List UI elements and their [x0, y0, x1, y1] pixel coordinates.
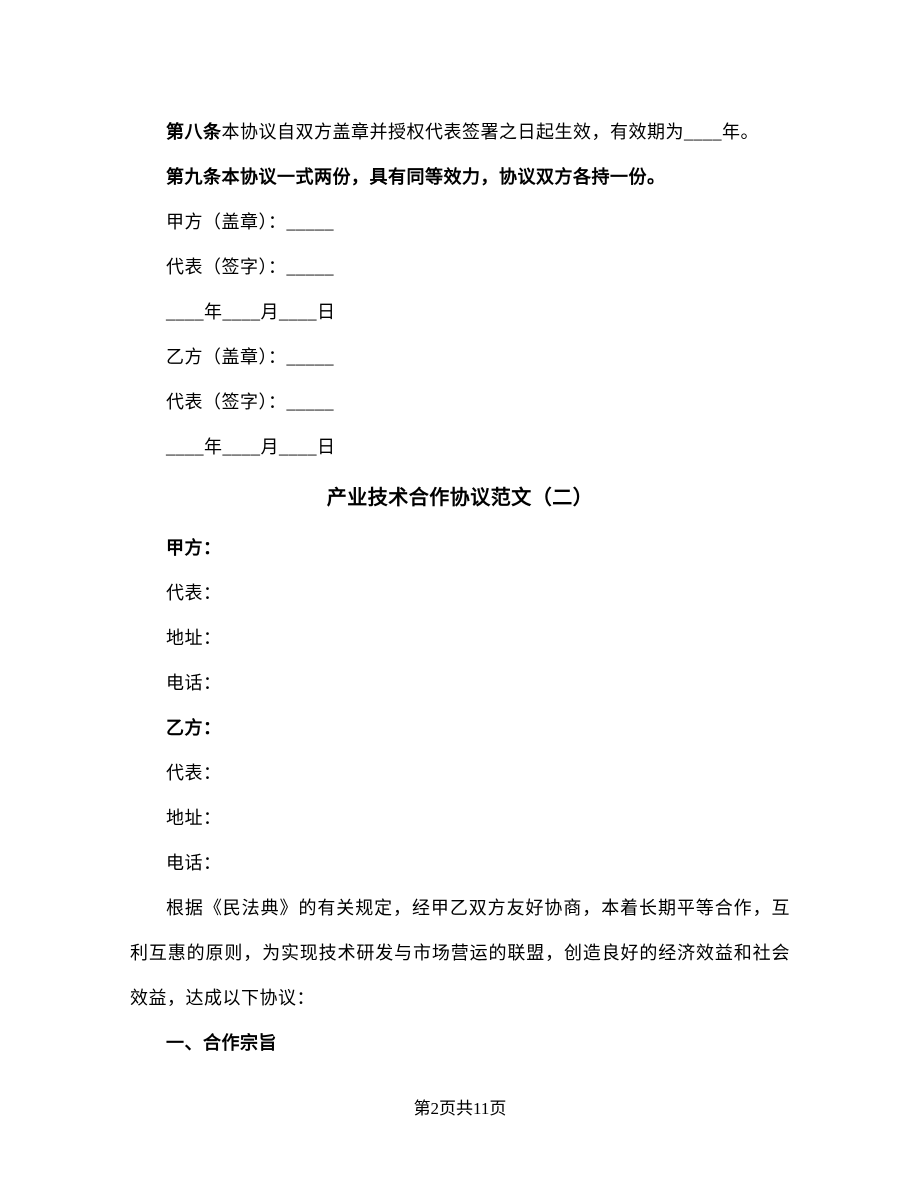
party-a-date: ____年____月____日 [130, 290, 790, 335]
section2-party-a-label: 甲方： [130, 526, 790, 571]
article-8-label: 第八条 [166, 122, 222, 142]
section-2-title: 产业技术合作协议范文（二） [130, 470, 790, 526]
section2-party-a-tel: 电话： [130, 661, 790, 706]
page-content: 第八条本协议自双方盖章并授权代表签署之日起生效，有效期为____年。 第九条本协… [0, 0, 920, 1066]
article-9-paragraph: 第九条本协议一式两份，具有同等效力，协议双方各持一份。 [130, 155, 790, 200]
party-a-sign: 代表（签字）：_____ [130, 245, 790, 290]
article-9-label: 第九条 [166, 167, 222, 187]
party-a-seal: 甲方（盖章）：_____ [130, 200, 790, 245]
party-b-seal: 乙方（盖章）：_____ [130, 335, 790, 380]
article-8-paragraph: 第八条本协议自双方盖章并授权代表签署之日起生效，有效期为____年。 [130, 110, 790, 155]
party-b-date: ____年____月____日 [130, 425, 790, 470]
page-footer: 第2页共11页 [0, 1094, 920, 1119]
section2-preamble: 根据《民法典》的有关规定，经甲乙双方友好协商，本着长期平等合作，互利互惠的原则，… [130, 886, 790, 1021]
section2-party-a-rep: 代表： [130, 571, 790, 616]
party-b-sign: 代表（签字）：_____ [130, 380, 790, 425]
section2-heading-1: 一、合作宗旨 [130, 1021, 790, 1066]
article-9-text: 本协议一式两份，具有同等效力，协议双方各持一份。 [222, 167, 666, 187]
section2-party-b-label: 乙方： [130, 706, 790, 751]
section2-party-b-addr: 地址： [130, 796, 790, 841]
section2-party-b-rep: 代表： [130, 751, 790, 796]
section2-party-a-addr: 地址： [130, 616, 790, 661]
section2-party-b-tel: 电话： [130, 841, 790, 886]
article-8-text: 本协议自双方盖章并授权代表签署之日起生效，有效期为____年。 [222, 122, 760, 142]
